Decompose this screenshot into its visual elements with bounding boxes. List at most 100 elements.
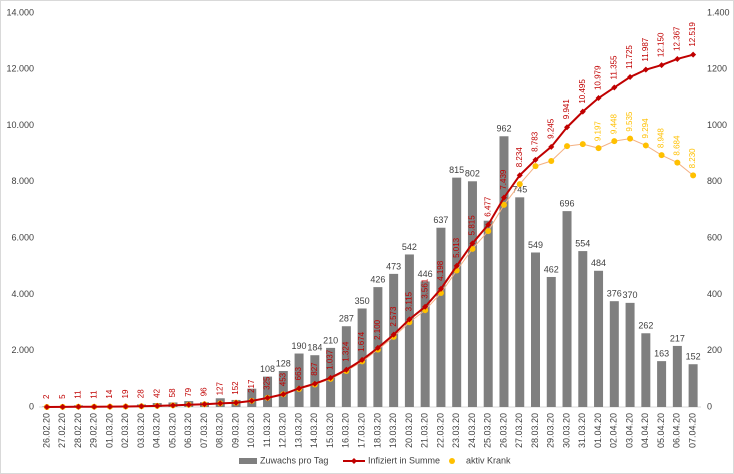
- line-label: 1.037: [326, 349, 335, 370]
- dot: [469, 245, 476, 252]
- line-marker: [642, 66, 649, 73]
- bar-label: 262: [638, 321, 653, 331]
- line-label: 7.439: [499, 169, 508, 190]
- line-label: 663: [294, 366, 303, 380]
- line-label: 14: [105, 389, 114, 398]
- line-marker: [359, 356, 366, 363]
- dot: [658, 152, 665, 159]
- yticks-label: 12.000: [6, 64, 34, 74]
- line-label: 8.234: [515, 147, 524, 168]
- legend-swatch: [351, 458, 357, 464]
- line-label: 10.979: [594, 65, 603, 90]
- line-marker: [564, 124, 571, 131]
- line-marker: [138, 403, 145, 410]
- x-tick-label: 19.03.20: [388, 413, 398, 448]
- line-marker: [453, 262, 460, 269]
- dot: [532, 163, 539, 170]
- yticks-label: 0: [29, 401, 34, 411]
- x-tick-label: 02.04.20: [609, 413, 619, 448]
- line-marker: [595, 95, 602, 102]
- y2ticks-label: 400: [707, 289, 722, 299]
- x-tick-label: 06.04.20: [672, 413, 682, 448]
- bar: [420, 281, 430, 407]
- bar-label: 217: [670, 333, 685, 343]
- bar-label: 802: [465, 169, 480, 179]
- dot: [690, 172, 697, 179]
- dot: [485, 228, 492, 235]
- bar: [641, 333, 651, 407]
- line-label: 12.150: [657, 32, 666, 57]
- line-label: 8.783: [531, 131, 540, 152]
- bar-label: 554: [575, 238, 590, 248]
- dot-label: 9.294: [641, 118, 650, 139]
- line-label: 5: [58, 394, 67, 399]
- bar-label: 128: [276, 358, 291, 368]
- bar-label: 542: [402, 242, 417, 252]
- line-label: 11: [89, 390, 98, 399]
- line-label: 5.013: [452, 237, 461, 258]
- line-label: 19: [121, 389, 130, 398]
- bar: [436, 227, 446, 407]
- line-label: 9.941: [562, 99, 571, 120]
- yticks-label: 6.000: [11, 233, 34, 243]
- bar-label: 696: [560, 199, 575, 209]
- x-tick-label: 29.02.20: [89, 413, 99, 448]
- line-marker: [343, 366, 350, 373]
- line-marker: [169, 402, 176, 409]
- x-tick-label: 27.03.20: [514, 413, 524, 448]
- x-tick-label: 04.04.20: [640, 413, 650, 448]
- x-tick-label: 10.03.20: [246, 413, 256, 448]
- x-tick-label: 21.03.20: [420, 413, 430, 448]
- x-tick-label: 11.03.20: [262, 413, 272, 447]
- x-tick-label: 26.03.20: [498, 413, 508, 448]
- x-tick-label: 14.03.20: [309, 413, 319, 448]
- x-tick-label: 31.03.20: [577, 413, 587, 448]
- line-marker: [390, 331, 397, 338]
- line-marker: [500, 194, 507, 201]
- bar-label: 426: [370, 274, 385, 284]
- bar: [247, 388, 257, 407]
- bar: [578, 251, 588, 407]
- line-marker: [327, 374, 334, 381]
- bar-label: 210: [323, 335, 338, 345]
- bar: [531, 252, 540, 407]
- bar: [389, 273, 399, 407]
- line-label: 58: [168, 388, 177, 397]
- x-tick-label: 27.02.20: [57, 413, 67, 448]
- line-marker: [374, 344, 381, 351]
- line-label: 11.987: [641, 37, 650, 61]
- line-label: 217: [247, 379, 256, 393]
- x-tick-label: 02.03.20: [120, 413, 130, 448]
- dot-label: 9.197: [594, 121, 603, 142]
- x-tick-label: 30.03.20: [561, 413, 571, 448]
- x-tick-label: 05.04.20: [656, 413, 666, 448]
- x-tick-label: 18.03.20: [372, 413, 382, 448]
- legend-swatch: [239, 458, 257, 464]
- line-label: 827: [310, 362, 319, 376]
- line-label: 96: [200, 387, 209, 396]
- line-label: 9.245: [546, 118, 555, 139]
- x-tick-label: 25.03.20: [483, 413, 493, 448]
- y2ticks-label: 0: [707, 401, 712, 411]
- bar-label: 473: [386, 261, 401, 271]
- line-marker: [233, 399, 240, 406]
- bar-label: 370: [623, 290, 638, 300]
- dot-label: 9.448: [609, 114, 618, 135]
- bar: [688, 364, 698, 407]
- x-tick-label: 29.03.20: [546, 413, 556, 448]
- yticks-label: 10.000: [6, 120, 34, 130]
- x-tick-label: 28.03.20: [530, 413, 540, 448]
- bar: [294, 353, 304, 407]
- line-label: 3.561: [420, 278, 429, 299]
- line-marker: [106, 403, 113, 410]
- bar: [515, 197, 525, 407]
- y2ticks-label: 800: [707, 176, 722, 186]
- line-marker: [154, 402, 161, 409]
- line-marker: [311, 380, 318, 387]
- line-marker: [248, 397, 255, 404]
- y2ticks-label: 1.400: [707, 7, 730, 17]
- bar: [404, 254, 414, 407]
- line-marker: [122, 403, 129, 410]
- bar: [546, 276, 556, 407]
